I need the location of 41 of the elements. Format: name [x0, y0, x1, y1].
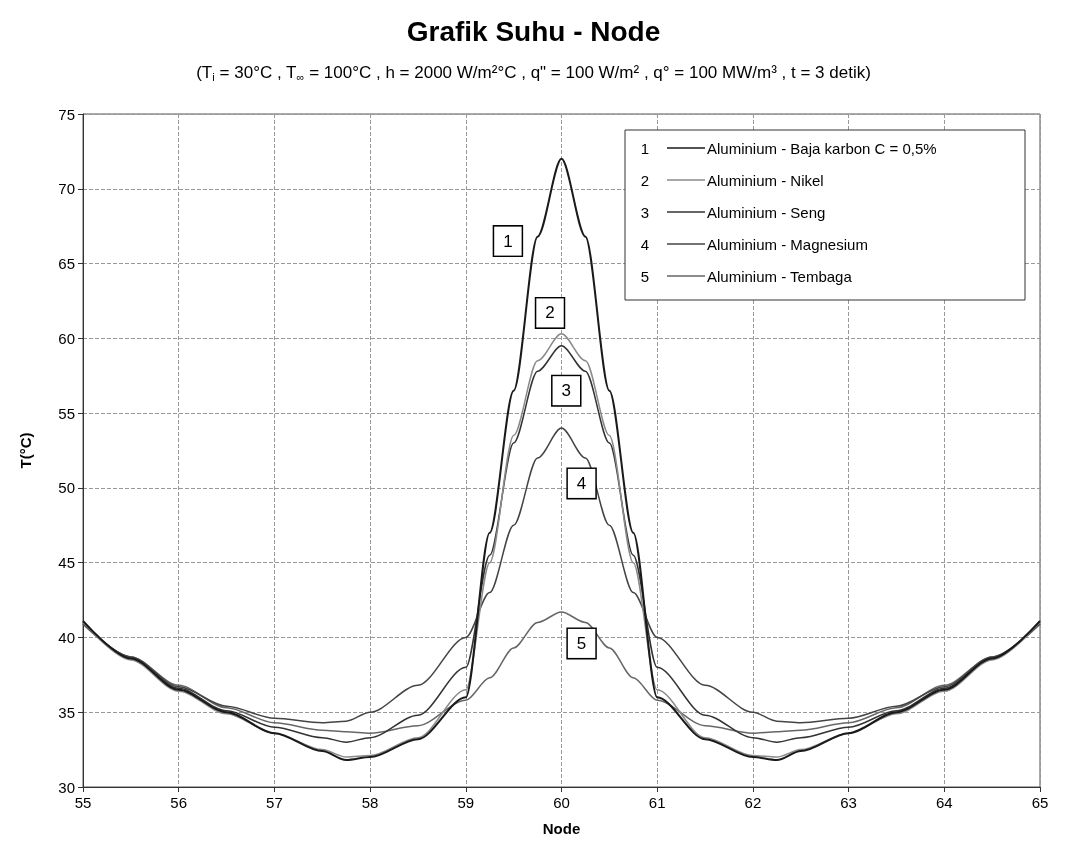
text: 1 — [640, 139, 650, 157]
legend-label: Aluminium - Magnesium — [707, 235, 868, 253]
legend-label: Aluminium - Seng — [707, 203, 826, 221]
text: 3 — [640, 203, 650, 221]
y-tick-label: 40 — [58, 628, 75, 646]
annotation: 1 — [503, 231, 513, 251]
line-series — [82, 157, 1041, 762]
x-axis-title: Node — [542, 820, 581, 837]
line-series — [82, 427, 1041, 724]
x-tick-label: 55 — [74, 794, 92, 811]
x-tick-label: 64 — [935, 794, 953, 811]
y-tick-label: 65 — [58, 255, 75, 273]
annotation: 3 — [561, 381, 572, 401]
y-tick-label: 70 — [58, 180, 75, 198]
x-tick-label: 59 — [457, 794, 475, 811]
y-tick-label: 55 — [58, 404, 75, 422]
legend-label: Aluminium - Baja karbon C = 0,5% — [707, 139, 937, 157]
annotation: 2 — [545, 303, 555, 323]
x-tick-label: 58 — [361, 794, 379, 811]
legend-label: Aluminium - Nikel — [707, 171, 824, 189]
y-tick-label: 45 — [58, 554, 75, 572]
y-axis-title: T(°C) — [17, 432, 34, 469]
y-tick-label: 60 — [58, 329, 75, 347]
x-tick-label: 63 — [840, 794, 857, 811]
y-tick-label: 50 — [58, 479, 75, 497]
annotation: 5 — [576, 633, 587, 653]
x-tick-label: 61 — [648, 794, 666, 811]
x-tick-label: 56 — [170, 794, 188, 811]
x-tick-label: 62 — [744, 794, 762, 811]
y-tick-label: 30 — [58, 778, 75, 796]
x-tick-label: 60 — [553, 794, 570, 811]
chart-title: Grafik Suhu - Node — [406, 15, 661, 47]
text: 2 — [640, 171, 650, 189]
text: 4 — [640, 235, 650, 253]
x-tick-label: 65 — [1031, 794, 1049, 811]
y-tick-label: 75 — [58, 105, 75, 123]
x-tick-label: 57 — [266, 794, 283, 811]
legend-label: Aluminium - Tembaga — [707, 267, 853, 285]
annotation: 4 — [576, 473, 587, 493]
y-tick-label: 35 — [58, 703, 75, 721]
text: 5 — [640, 267, 650, 285]
